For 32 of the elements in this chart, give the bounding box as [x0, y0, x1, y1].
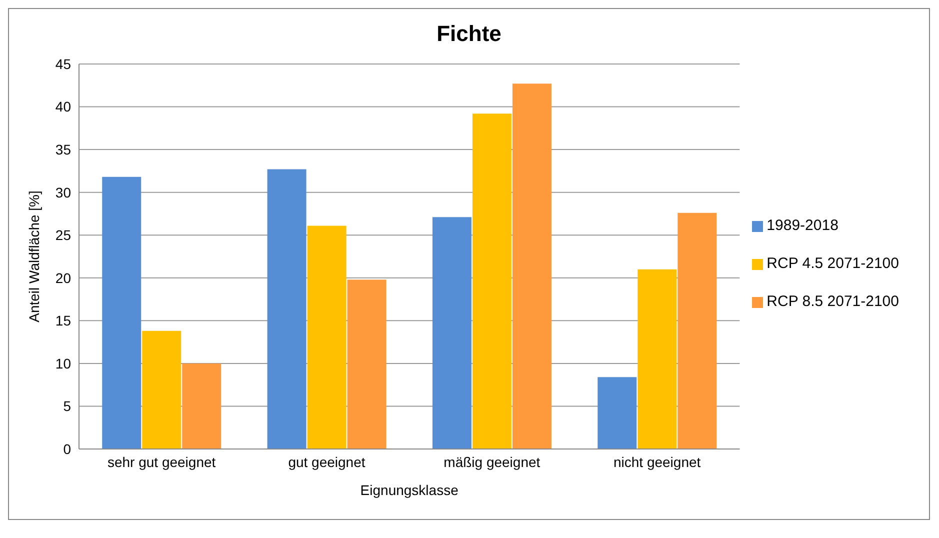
bar — [347, 280, 386, 449]
legend-label: RCP 4.5 2071-2100 — [766, 255, 899, 272]
y-axis-title: Anteil Waldfläche [%] — [26, 190, 42, 322]
bar — [307, 226, 346, 449]
y-tick-label: 40 — [55, 98, 72, 115]
y-tick-label: 5 — [63, 398, 72, 414]
bar — [512, 84, 552, 449]
bar — [267, 169, 306, 449]
x-tick-label: nicht geeignet — [613, 454, 701, 470]
y-tick-label: 20 — [55, 270, 72, 286]
bar — [638, 269, 677, 449]
y-tick-label: 45 — [55, 56, 72, 72]
chart-title: Fichte — [436, 21, 502, 47]
bar — [598, 377, 637, 449]
y-tick-label: 25 — [55, 227, 72, 244]
y-tick-label: 15 — [55, 312, 72, 329]
bar — [102, 176, 142, 449]
y-tick-label: 35 — [55, 142, 72, 158]
y-tick-label: 30 — [55, 184, 72, 200]
bar — [678, 212, 717, 449]
x-axis-title: Eignungsklasse — [360, 482, 459, 498]
x-tick-label: mäßig geeignet — [444, 454, 540, 470]
y-tick-label: 0 — [63, 440, 72, 457]
bar — [142, 330, 182, 449]
bar — [472, 114, 512, 449]
bar — [432, 217, 472, 449]
x-tick-label: sehr gut geeignet — [107, 454, 216, 470]
legend-label: 1989-2018 — [766, 217, 838, 234]
y-tick-label: 10 — [55, 355, 72, 372]
legend-label: RCP 8.5 2071-2100 — [766, 293, 899, 310]
x-tick-label: gut geeignet — [288, 454, 366, 470]
bar — [182, 363, 222, 449]
